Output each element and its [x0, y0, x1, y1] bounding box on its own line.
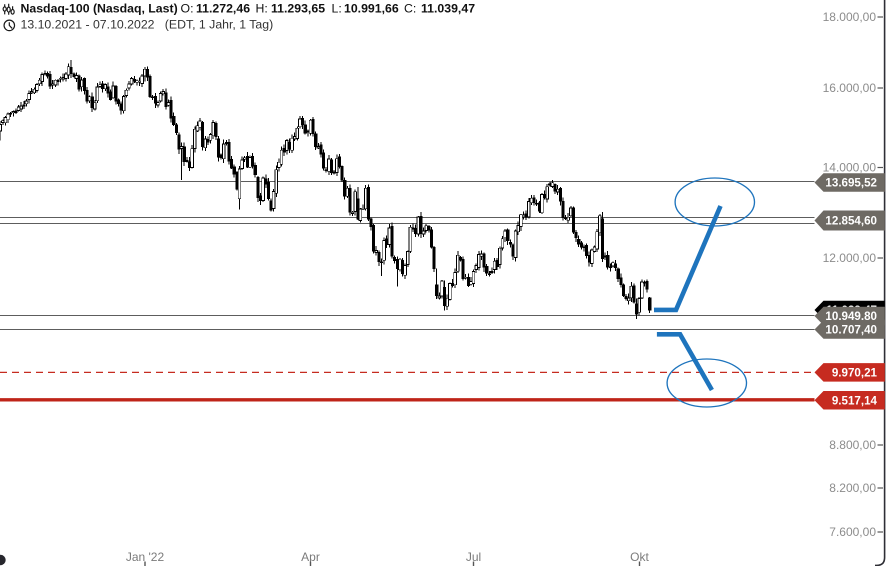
svg-text:7.600,00: 7.600,00	[829, 525, 876, 539]
svg-text:9.517,14: 9.517,14	[832, 394, 878, 407]
svg-text:Okt: Okt	[630, 550, 649, 564]
svg-text:Nasdaq-100 (Nasdaq, Last)O:11.: Nasdaq-100 (Nasdaq, Last) O: 11.272,46 H: 11…	[21, 2, 476, 16]
svg-text:10.949.80: 10.949.80	[825, 310, 877, 323]
svg-text:9.970,21: 9.970,21	[832, 366, 878, 379]
svg-text:13.695,52: 13.695,52	[825, 177, 877, 190]
svg-text:13.10.2021 - 07.10.2022 (EDT: 13.10.2021 - 07.10.2022 (EDT, 1 Jahr, 1 …	[21, 18, 274, 32]
svg-text:12.000,00: 12.000,00	[823, 251, 877, 265]
svg-text:Jan '22: Jan '22	[126, 550, 165, 564]
svg-text:8.800,00: 8.800,00	[829, 438, 876, 452]
svg-text:12.854,60: 12.854,60	[825, 215, 877, 228]
svg-text:16.000,00: 16.000,00	[823, 81, 877, 95]
svg-text:Apr: Apr	[301, 550, 320, 564]
svg-text:18.000,00: 18.000,00	[823, 10, 877, 24]
svg-text:14.000,00: 14.000,00	[823, 161, 877, 175]
svg-text:10.707,40: 10.707,40	[825, 324, 877, 337]
svg-text:Jul: Jul	[466, 550, 481, 564]
svg-text:8.200,00: 8.200,00	[829, 481, 876, 495]
